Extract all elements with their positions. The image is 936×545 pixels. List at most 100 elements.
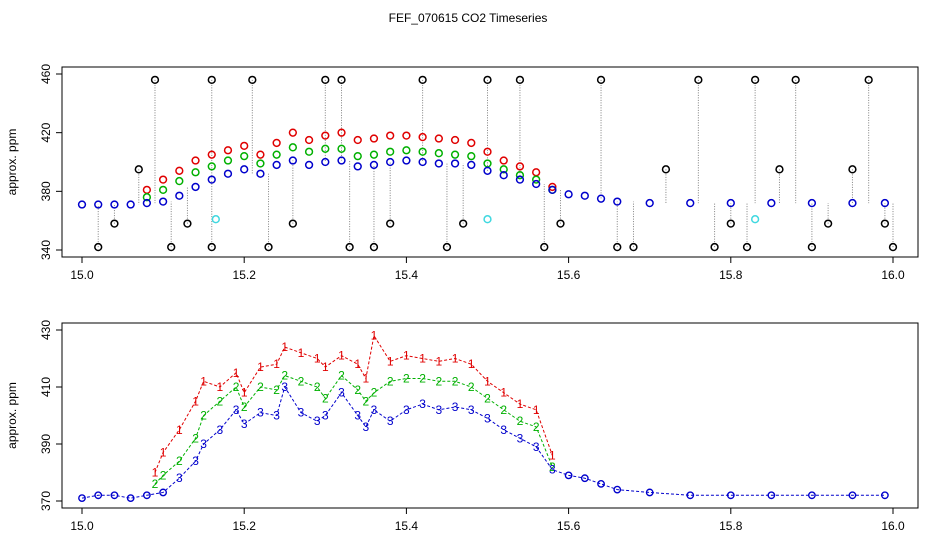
series-label-mark: 2 <box>241 400 248 414</box>
series-label-mark: 2 <box>371 386 378 400</box>
x-tick-label: 15.2 <box>233 519 257 533</box>
data-point <box>126 200 135 209</box>
data-point <box>386 131 395 140</box>
data-point <box>807 198 817 208</box>
data-point <box>613 197 622 206</box>
y-tick-label: 420 <box>39 122 53 142</box>
data-point <box>240 165 249 174</box>
data-point <box>532 175 541 184</box>
data-point <box>211 215 220 224</box>
data-point <box>167 242 176 252</box>
data-point <box>791 75 800 85</box>
series-label-mark: 3 <box>338 386 345 400</box>
series-label-mark: 3 <box>452 400 459 414</box>
series-label-mark: 3 <box>363 420 370 434</box>
data-point <box>742 242 752 252</box>
series-label-mark: 2 <box>533 420 540 434</box>
data-point <box>629 242 638 252</box>
data-point <box>191 182 200 192</box>
series-label-mark: 2 <box>152 477 159 491</box>
y-tick-label: 340 <box>39 240 53 260</box>
y-tick-label: 370 <box>39 491 53 511</box>
data-point <box>442 242 452 252</box>
series-label-mark: 1 <box>176 423 183 437</box>
data-point <box>158 197 168 206</box>
data-point <box>126 494 135 503</box>
series-line <box>154 334 553 473</box>
series-label-mark: 2 <box>484 391 491 405</box>
data-point <box>459 219 468 228</box>
data-point <box>288 128 298 137</box>
series-label-mark: 1 <box>371 329 378 343</box>
data-point <box>767 198 776 208</box>
data-point <box>686 491 695 500</box>
data-point <box>450 159 460 168</box>
series-label-mark: 2 <box>314 380 321 394</box>
data-point <box>369 134 379 143</box>
data-point <box>767 491 776 500</box>
data-point <box>483 147 492 156</box>
series-label-mark: 2 <box>363 394 370 408</box>
data-point <box>134 165 143 174</box>
series-label-mark: 3 <box>354 409 361 423</box>
data-point <box>483 215 492 224</box>
data-point <box>288 156 298 165</box>
series-label-mark: 2 <box>549 460 556 474</box>
data-point <box>240 151 249 161</box>
data-point <box>434 159 443 168</box>
data-point <box>515 175 525 184</box>
series-label-mark: 3 <box>419 397 426 411</box>
data-point <box>207 242 216 252</box>
data-point <box>353 151 362 161</box>
series-line <box>154 374 553 485</box>
series-label-mark: 1 <box>435 354 442 368</box>
data-point <box>321 75 330 85</box>
series-label-mark: 3 <box>484 411 491 425</box>
data-point <box>369 242 379 252</box>
data-point <box>418 157 427 167</box>
x-tick-label: 15.6 <box>557 268 581 282</box>
data-point <box>726 491 735 500</box>
data-point <box>223 146 233 155</box>
series-label-mark: 3 <box>176 471 183 485</box>
series-label-mark: 1 <box>354 357 361 371</box>
data-point <box>321 131 330 140</box>
data-point <box>223 169 233 178</box>
data-point <box>848 491 857 500</box>
data-point <box>264 242 273 252</box>
data-point <box>880 491 889 500</box>
series-label-mark: 1 <box>298 346 305 360</box>
data-point <box>304 160 314 170</box>
data-point <box>645 488 654 497</box>
data-point <box>94 491 103 500</box>
data-point <box>808 491 816 500</box>
series-label-mark: 1 <box>549 448 556 462</box>
series-label-mark: 2 <box>500 403 507 417</box>
data-point <box>540 242 549 252</box>
series-label-mark: 2 <box>419 371 426 385</box>
data-point <box>556 219 565 228</box>
data-point <box>272 138 281 148</box>
series-outlier <box>94 75 898 252</box>
data-point <box>175 166 184 175</box>
y-axis-label: approx. ppm <box>5 382 19 449</box>
data-point <box>548 185 557 195</box>
data-point <box>807 242 817 252</box>
data-point <box>597 479 605 488</box>
data-point <box>256 169 265 178</box>
series-label-mark: 2 <box>298 374 305 388</box>
data-point <box>450 150 460 159</box>
data-point <box>499 165 508 174</box>
x-tick-label: 15.4 <box>395 268 419 282</box>
data-point <box>288 219 298 228</box>
series-label-mark: 3 <box>257 406 264 420</box>
data-point <box>750 215 760 224</box>
data-point <box>532 168 541 177</box>
data-point <box>77 200 87 209</box>
data-point <box>823 219 833 228</box>
series-label-mark: 1 <box>533 403 540 417</box>
series-line <box>81 385 885 499</box>
x-tick-label: 15.0 <box>70 268 94 282</box>
x-tick-label: 16.0 <box>881 519 905 533</box>
